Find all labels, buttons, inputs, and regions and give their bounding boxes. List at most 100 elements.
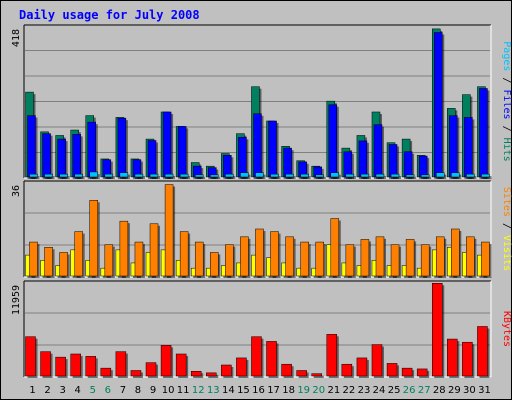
pages-bar-shadow (106, 176, 115, 179)
sites-bar (134, 241, 144, 277)
kbytes-bar (206, 372, 217, 377)
pages-bar-shadow (347, 176, 356, 179)
pages-bar (360, 173, 370, 178)
pages-bar (194, 174, 204, 178)
sites-bar (466, 236, 475, 277)
pages-bar (164, 173, 174, 178)
pages-bar (179, 173, 189, 178)
files-bar (27, 115, 36, 178)
sites-bar (89, 200, 99, 277)
pages-bar (29, 173, 38, 178)
kbytes-bar (236, 357, 247, 377)
pages-bar (451, 172, 460, 178)
x-tick-label: 16 (252, 385, 265, 396)
sites-bar (194, 241, 204, 277)
sites-bar (270, 231, 279, 277)
kbytes-bar (100, 367, 112, 377)
top-series-label-part: Files (501, 89, 512, 119)
x-tick-label: 10 (162, 385, 175, 396)
sites-bar (435, 236, 445, 277)
pages-bar (119, 172, 129, 178)
files-bar (117, 117, 127, 178)
kbytes-bar (130, 370, 142, 377)
sites-bar (29, 241, 38, 277)
pages-bar-shadow (317, 176, 326, 179)
sites-bar (375, 236, 385, 277)
x-tick-label: 19 (297, 385, 310, 396)
x-tick-label: 2 (44, 385, 50, 396)
bottom-panel: 11959 KBytes (11, 280, 512, 378)
files-bar (433, 32, 443, 178)
middle-series-label-part: / (501, 217, 512, 235)
files-bar (449, 115, 458, 178)
x-tick-label: 17 (267, 385, 280, 396)
files-bar (87, 121, 97, 178)
x-tick-label: 18 (282, 385, 295, 396)
sites-bar (119, 220, 129, 277)
sites-bar (225, 244, 234, 277)
sites-bar (405, 239, 415, 277)
x-tick-label: 28 (433, 385, 446, 396)
files-bar (223, 155, 232, 178)
x-tick-label: 24 (373, 385, 386, 396)
sites-bar (255, 228, 264, 277)
kbytes-bar (296, 370, 307, 377)
pages-bar (270, 173, 279, 178)
sites-bar (345, 244, 355, 277)
pages-bar-shadow (152, 176, 161, 179)
kbytes-bar (25, 336, 36, 377)
pages-bar (210, 174, 219, 178)
files-bar (373, 124, 383, 178)
x-tick-label: 23 (358, 385, 371, 396)
files-bar (479, 88, 488, 178)
kbytes-bar (281, 363, 292, 377)
files-bar (403, 151, 413, 178)
kbytes-bar (356, 357, 368, 377)
pages-bar (315, 174, 324, 178)
pages-bar-shadow (167, 176, 176, 179)
top-ymax-label: 418 (11, 29, 22, 47)
files-bar (42, 133, 51, 178)
top-series-label-part: / (501, 120, 512, 138)
pages-bar-shadow (61, 176, 70, 179)
pages-bar (44, 173, 53, 178)
pages-bar-shadow (362, 176, 371, 179)
x-tick-label: 11 (177, 385, 190, 396)
pages-bar-shadow (182, 176, 191, 179)
pages-bar-shadow (287, 176, 296, 179)
sites-bar (315, 241, 324, 277)
pages-bar (240, 172, 249, 178)
sites-bar (240, 236, 249, 277)
files-bar (253, 113, 262, 178)
kbytes-bar (160, 345, 172, 377)
kbytes-bar-shadow (208, 374, 219, 378)
kbytes-bar (266, 341, 277, 377)
sites-bar (300, 241, 309, 277)
pages-bar (134, 173, 144, 178)
sites-bar (390, 244, 400, 277)
kbytes-bar (70, 353, 81, 377)
kbytes-bar (401, 367, 413, 377)
x-tick-label: 15 (237, 385, 250, 396)
pages-bar (285, 173, 294, 178)
pages-bar-shadow (423, 176, 432, 179)
kbytes-bar (115, 351, 127, 377)
pages-bar (375, 173, 385, 178)
x-tick-label: 29 (448, 385, 461, 396)
top-panel: 418 Pages / Files / Hits (11, 24, 512, 179)
pages-bar-shadow (468, 176, 477, 179)
x-tick-label: 1 (29, 385, 35, 396)
middle-series-label-part: Visits (501, 235, 512, 271)
files-bar (238, 137, 247, 178)
files-bar (283, 147, 292, 178)
pages-bar-shadow (76, 176, 85, 179)
files-bar (57, 138, 66, 178)
kbytes-bar (221, 364, 232, 377)
x-tick-label: 6 (105, 385, 111, 396)
kbytes-bar (371, 344, 383, 377)
kbytes-bar (447, 338, 458, 377)
pages-bar (255, 172, 264, 178)
pages-bar (104, 173, 114, 178)
x-tick-label: 22 (343, 385, 356, 396)
kbytes-bar (190, 371, 202, 377)
